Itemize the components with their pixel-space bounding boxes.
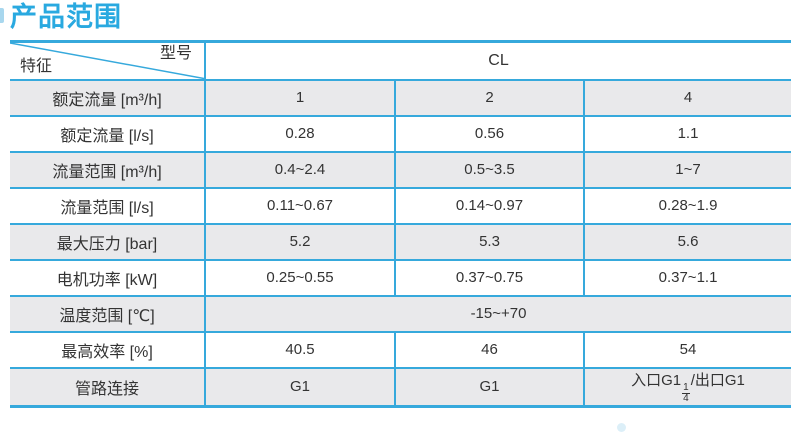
pipe-inlet-text: 入口G1 [631,371,682,389]
cell-value: 0.37~1.1 [582,259,792,296]
cell-value: G1 [394,367,584,406]
row-label: 最大压力 [bar] [10,223,205,260]
model-header-cell: CL [203,41,792,80]
table-row: 管路连接 G1 G1 入口G1 1 4/出口G1 [10,367,792,406]
cell-value-pipe-connection: 入口G1 1 4/出口G1 [582,367,792,406]
bottom-page-artifact [617,423,626,432]
table-row: 电机功率 [kW] 0.25~0.55 0.37~0.75 0.37~1.1 [10,259,792,296]
fraction-numerator: 1 [682,381,690,394]
row-label: 温度范围 [℃] [10,295,205,332]
cell-value: 5.3 [394,223,584,260]
corner-label-feature: 特征 [20,57,53,75]
cell-value: 0.56 [394,115,584,152]
cell-value: 1~7 [582,151,792,188]
cell-value: 2 [394,79,584,116]
table-row: 额定流量 [m³/h] 1 2 4 [10,79,792,116]
row-label: 管路连接 [10,367,205,406]
table-row: 温度范围 [℃] -15~+70 [10,295,792,332]
diagonal-divider [10,43,204,79]
row-label: 电机功率 [kW] [10,259,205,296]
row-label: 额定流量 [l/s] [10,115,205,152]
cell-value: 0.5~3.5 [394,151,584,188]
table-row: 最大压力 [bar] 5.2 5.3 5.6 [10,223,792,260]
cell-value: 40.5 [204,331,395,368]
cell-value: 0.28~1.9 [582,187,792,224]
row-label: 流量范围 [m³/h] [10,151,205,188]
cell-value-span: -15~+70 [203,295,792,332]
pipe-outlet-text: /出口G1 [690,371,745,389]
cell-value: 54 [582,331,792,368]
cell-value: 0.37~0.75 [394,259,584,296]
page-edge-decoration [0,8,4,23]
row-label: 额定流量 [m³/h] [10,79,205,116]
corner-label-model: 型号 [159,45,192,62]
table-row: 最高效率 [%] 40.5 46 54 [10,331,792,368]
table-row: 额定流量 [l/s] 0.28 0.56 1.1 [10,115,792,152]
fraction-denominator: 4 [683,393,689,404]
row-label: 最高效率 [%] [10,331,205,368]
cell-value: 4 [582,79,792,116]
cell-value: 0.28 [204,115,395,152]
page-title: 产品范围 [10,2,122,32]
cell-value: 46 [394,331,584,368]
table-header-row: 型号 特征 CL [10,41,792,80]
corner-header-cell: 型号 特征 [10,41,205,80]
cell-value: 0.4~2.4 [204,151,395,188]
cell-value: 1.1 [582,115,792,152]
cell-value: 0.11~0.67 [204,187,395,224]
cell-value: 0.14~0.97 [394,187,584,224]
row-label: 流量范围 [l/s] [10,187,205,224]
table-row: 流量范围 [l/s] 0.11~0.67 0.14~0.97 0.28~1.9 [10,187,792,224]
cell-value: G1 [204,367,395,406]
cell-value: 5.2 [204,223,395,260]
product-range-table: 型号 特征 CL 额定流量 [m³/h] 1 2 4 额定流量 [l/s] 0.… [10,40,792,408]
cell-value: 0.25~0.55 [204,259,395,296]
table-row: 流量范围 [m³/h] 0.4~2.4 0.5~3.5 1~7 [10,151,792,188]
cell-value: 1 [204,79,395,116]
cell-value: 5.6 [582,223,792,260]
